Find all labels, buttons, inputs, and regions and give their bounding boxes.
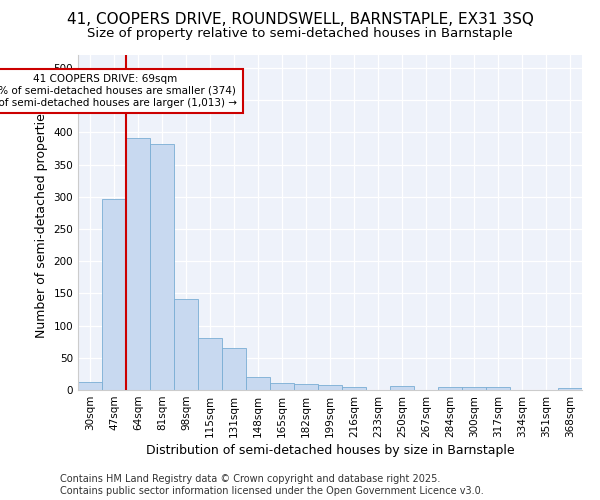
Bar [318,386,342,390]
Y-axis label: Number of semi-detached properties: Number of semi-detached properties [35,107,48,338]
Bar [222,348,246,390]
Bar [102,200,126,390]
Bar [462,387,486,390]
Text: Size of property relative to semi-detached houses in Barnstaple: Size of property relative to semi-detach… [87,28,513,40]
Bar [390,386,414,390]
Bar [78,382,102,390]
Text: Contains HM Land Registry data © Crown copyright and database right 2025.
Contai: Contains HM Land Registry data © Crown c… [60,474,484,496]
Bar [174,299,198,390]
Bar [126,138,150,390]
Bar [270,383,294,390]
Text: 41, COOPERS DRIVE, ROUNDSWELL, BARNSTAPLE, EX31 3SQ: 41, COOPERS DRIVE, ROUNDSWELL, BARNSTAPL… [67,12,533,28]
Bar [198,338,222,390]
Bar [558,388,582,390]
Bar [150,144,174,390]
Bar [342,387,366,390]
Bar [294,384,318,390]
Text: 41 COOPERS DRIVE: 69sqm
← 26% of semi-detached houses are smaller (374)
72% of s: 41 COOPERS DRIVE: 69sqm ← 26% of semi-de… [0,74,238,108]
Bar [438,388,462,390]
Bar [486,388,510,390]
X-axis label: Distribution of semi-detached houses by size in Barnstaple: Distribution of semi-detached houses by … [146,444,514,457]
Bar [246,377,270,390]
